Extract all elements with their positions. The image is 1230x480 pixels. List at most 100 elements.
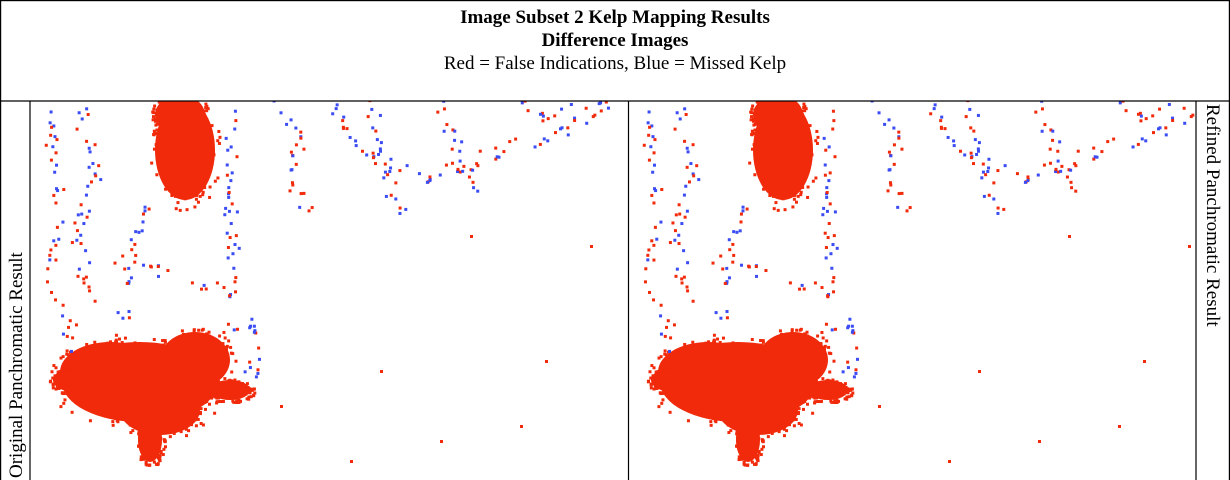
difference-pixel [234, 110, 237, 113]
difference-pixel [56, 226, 59, 229]
difference-pixel [982, 171, 985, 174]
kelp-pixel [109, 340, 112, 343]
difference-pixel [715, 311, 718, 314]
kelp-pixel [781, 97, 784, 100]
difference-pixel [695, 164, 698, 167]
kelp-pixel [752, 120, 755, 123]
difference-pixel [386, 173, 389, 176]
kelp-pixel [138, 440, 141, 443]
kelp-pixel [85, 343, 88, 346]
kelp-pixel [161, 377, 164, 380]
difference-pixel [1074, 190, 1077, 193]
difference-pixel [394, 197, 397, 200]
kelp-pixel [697, 381, 700, 384]
difference-pixel [244, 370, 247, 373]
difference-pixel [227, 196, 230, 199]
difference-pixel [600, 109, 603, 112]
kelp-pixel [209, 186, 212, 189]
kelp-pixel [246, 382, 249, 385]
difference-pixel [71, 336, 74, 339]
kelp-pixel [231, 352, 234, 355]
kelp-pixel [184, 197, 187, 200]
difference-pixel [1004, 164, 1007, 167]
difference-pixel [724, 282, 727, 285]
kelp-pixel [812, 396, 815, 399]
kelp-pixel [796, 132, 799, 135]
difference-pixel [365, 153, 368, 156]
difference-pixel [939, 119, 942, 122]
difference-pixel [229, 179, 232, 182]
difference-pixel [236, 155, 239, 158]
kelp-pixel [815, 130, 818, 133]
kelp-pixel [178, 91, 181, 94]
kelp-pixel [241, 382, 244, 385]
kelp-pixel [155, 129, 158, 132]
kelp-pixel [751, 345, 754, 348]
difference-pixel [952, 139, 955, 142]
difference-pixel [50, 110, 53, 113]
kelp-pixel [203, 186, 206, 189]
kelp-pixel [192, 133, 195, 136]
difference-pixel [667, 319, 670, 322]
difference-pixel [331, 112, 334, 115]
kelp-pixel [753, 362, 756, 365]
difference-pixel [1158, 108, 1161, 111]
difference-pixel [1049, 162, 1052, 165]
difference-pixel [826, 191, 829, 194]
difference-pixel [1092, 147, 1095, 150]
difference-pixel [896, 206, 899, 209]
difference-pixel [712, 262, 715, 265]
difference-pixel [1094, 155, 1097, 158]
kelp-pixel [695, 385, 698, 388]
kelp-pixel [88, 397, 91, 400]
difference-pixel [398, 212, 401, 215]
difference-pixel [647, 134, 650, 137]
difference-pixel [539, 143, 542, 146]
kelp-pixel [691, 341, 694, 344]
difference-pixel [257, 347, 260, 350]
kelp-pixel [175, 136, 178, 139]
difference-pixel [1049, 148, 1052, 151]
difference-pixel [1145, 117, 1148, 120]
kelp-pixel [153, 148, 156, 151]
difference-pixel [897, 131, 900, 134]
kelp-pixel [692, 386, 695, 389]
kelp-pixel [88, 405, 91, 408]
difference-pixel [543, 137, 546, 140]
kelp-pixel [785, 93, 788, 96]
kelp-pixel [116, 420, 119, 423]
kelp-pixel [203, 113, 206, 116]
kelp-pixel [816, 400, 819, 403]
kelp-pixel [792, 94, 795, 97]
kelp-pixel [829, 352, 832, 355]
difference-pixel [82, 222, 85, 225]
difference-pixel [234, 276, 237, 279]
kelp-pixel [154, 421, 157, 424]
kelp-pixel [171, 388, 174, 391]
difference-pixel [848, 318, 851, 321]
kelp-pixel [99, 381, 102, 384]
kelp-pixel [116, 408, 119, 411]
difference-pixel [255, 375, 258, 378]
difference-pixel [1151, 114, 1154, 117]
kelp-pixel [138, 436, 141, 439]
kelp-pixel [175, 97, 178, 100]
kelp-pixel [152, 414, 155, 417]
difference-pixel [692, 174, 695, 177]
kelp-pixel [749, 348, 752, 351]
difference-pixel [1051, 130, 1054, 133]
difference-pixel [115, 334, 118, 337]
kelp-pixel [194, 97, 197, 100]
difference-pixel [227, 323, 230, 326]
kelp-pixel [720, 416, 723, 419]
kelp-pixel [185, 434, 188, 437]
kelp-pixel [779, 388, 782, 391]
kelp-pixel [814, 139, 817, 142]
kelp-pixel [171, 96, 174, 99]
difference-pixel [394, 181, 397, 184]
difference-pixel [121, 255, 124, 258]
kelp-pixel [247, 386, 250, 389]
difference-pixel [299, 137, 302, 140]
kelp-pixel [769, 379, 772, 382]
difference-pixel [830, 267, 833, 270]
